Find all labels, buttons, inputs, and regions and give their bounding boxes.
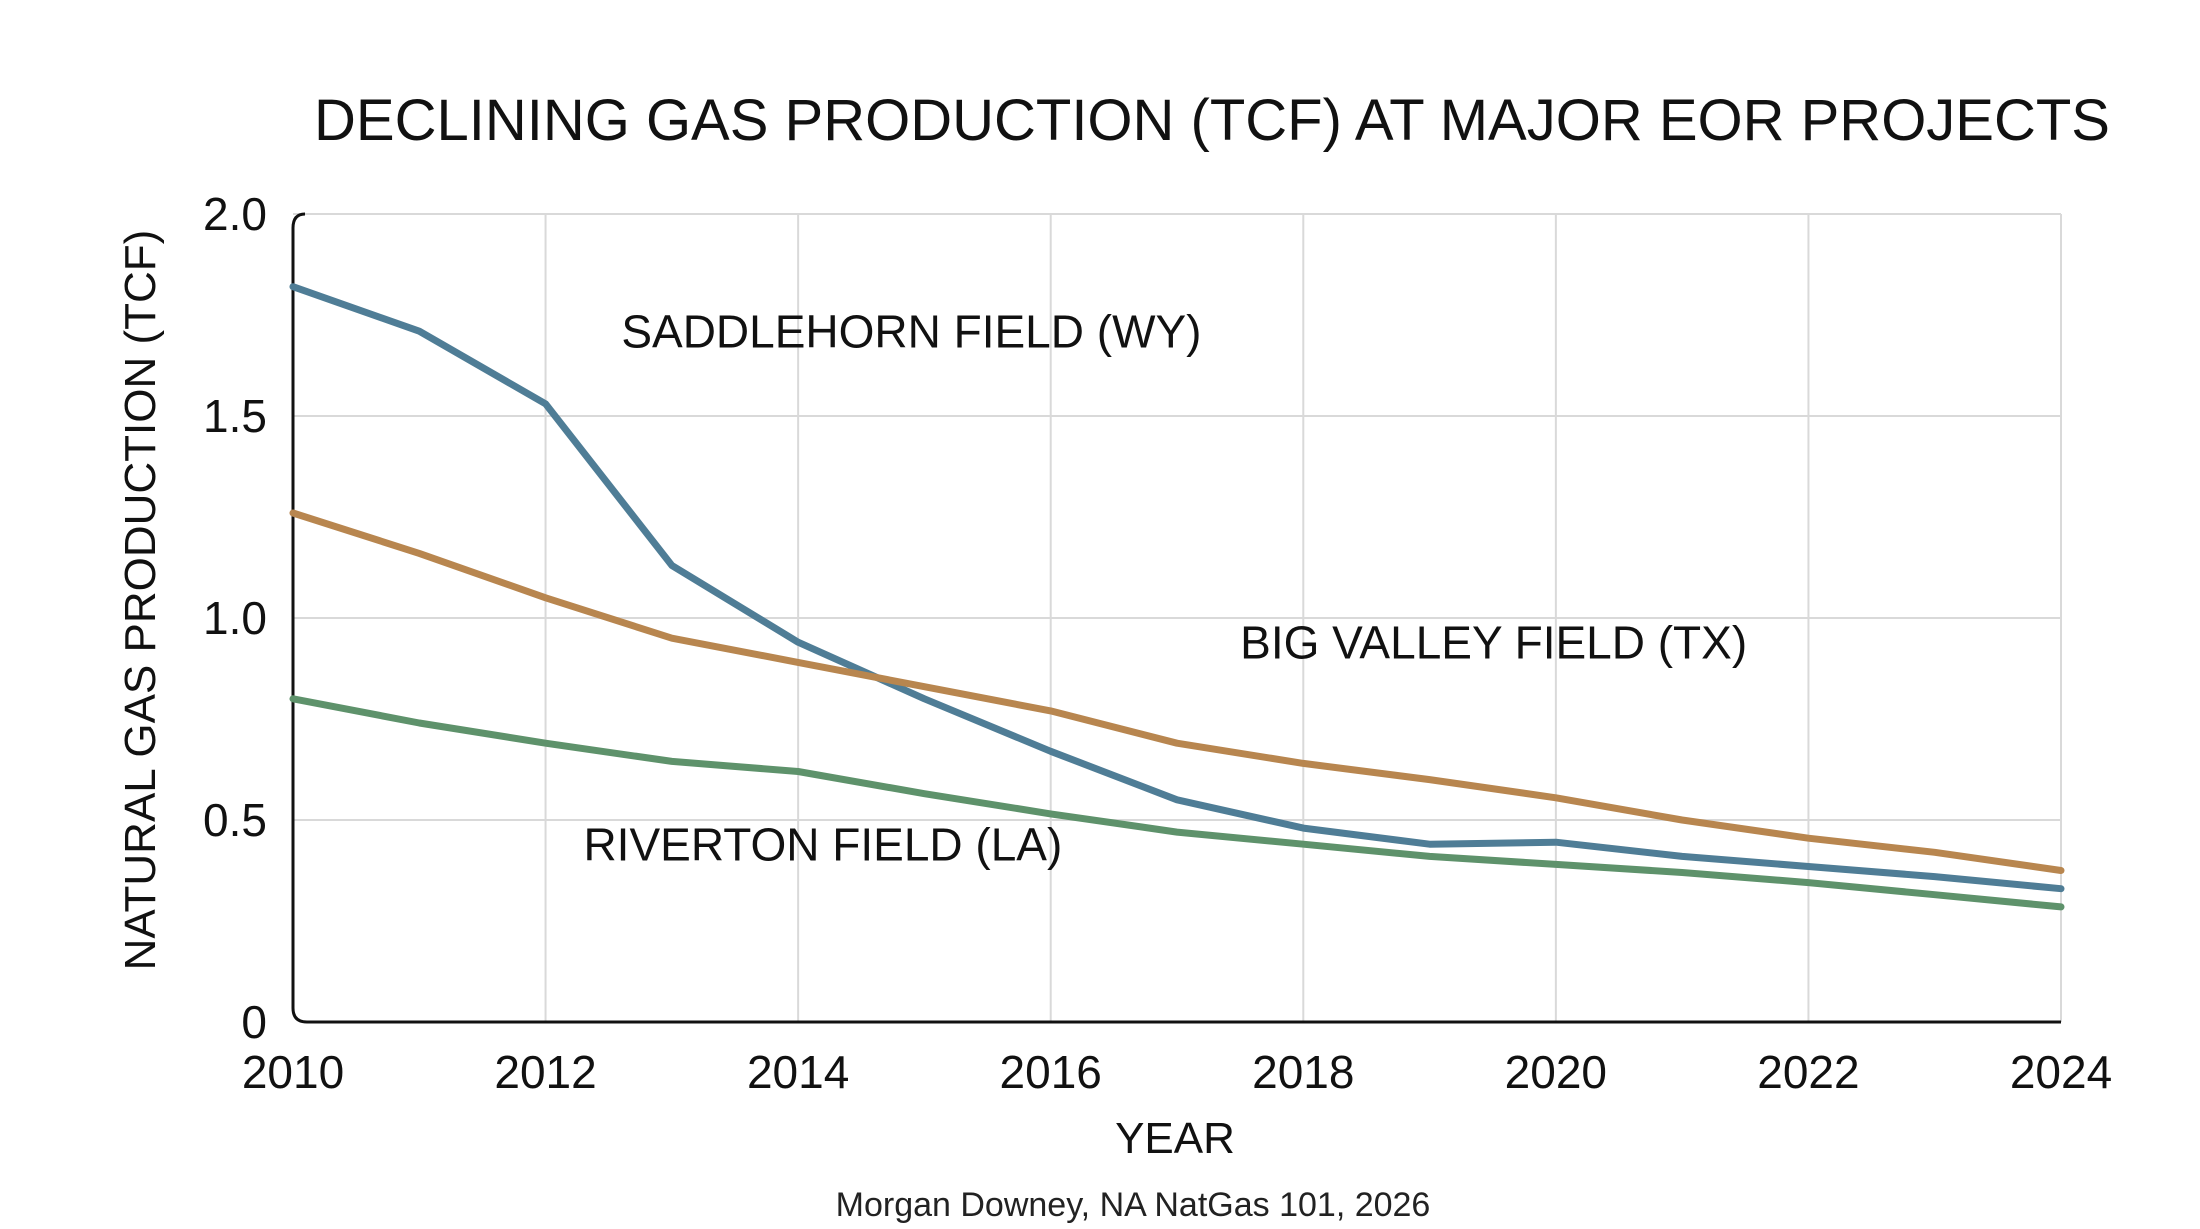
series-label-2: RIVERTON FIELD (LA) (583, 818, 1062, 870)
x-tick-label: 2014 (747, 1046, 849, 1098)
y-tick-label: 0 (241, 996, 267, 1048)
grid (293, 213, 2062, 1022)
source-credit: Morgan Downey, NA NatGas 101, 2026 (836, 1186, 1431, 1224)
series-label-1: BIG VALLEY FIELD (TX) (1240, 616, 1747, 668)
series-lines (289, 283, 2065, 911)
series-line-0 (289, 283, 2065, 893)
y-tick-label: 1.0 (203, 592, 267, 644)
x-tick-label: 2010 (242, 1046, 344, 1098)
y-axis-label: NATURAL GAS PRODUCTION (TCF) (116, 230, 165, 971)
x-tick-label: 2022 (1757, 1046, 1859, 1098)
x-tick-label: 2018 (1252, 1046, 1354, 1098)
series-labels: SADDLEHORN FIELD (WY) BIG VALLEY FIELD (T… (583, 305, 1747, 870)
axis-lines (291, 212, 2061, 1024)
y-tick-label: 2.0 (203, 188, 267, 240)
y-tick-label: 1.5 (203, 390, 267, 442)
x-tick-label: 2012 (494, 1046, 596, 1098)
series-line-2 (289, 695, 2065, 911)
y-tick-label: 0.5 (203, 794, 267, 846)
series-label-0: SADDLEHORN FIELD (WY) (621, 305, 1201, 357)
x-tick-label: 2024 (2010, 1046, 2112, 1098)
x-tick-label: 2020 (1505, 1046, 1607, 1098)
axes (291, 212, 2061, 1024)
chart-title: DECLINING GAS PRODUCTION (TCF) AT MAJOR … (314, 88, 2110, 153)
x-tick-label: 2016 (1000, 1046, 1102, 1098)
series-line-1 (289, 509, 2065, 874)
x-axis-ticks: 2010 2012 2014 2016 2018 2020 2022 2024 (242, 1046, 2112, 1098)
x-axis-label: YEAR (1115, 1114, 1235, 1163)
y-axis-ticks: 0 0.5 1.0 1.5 2.0 (203, 188, 267, 1048)
